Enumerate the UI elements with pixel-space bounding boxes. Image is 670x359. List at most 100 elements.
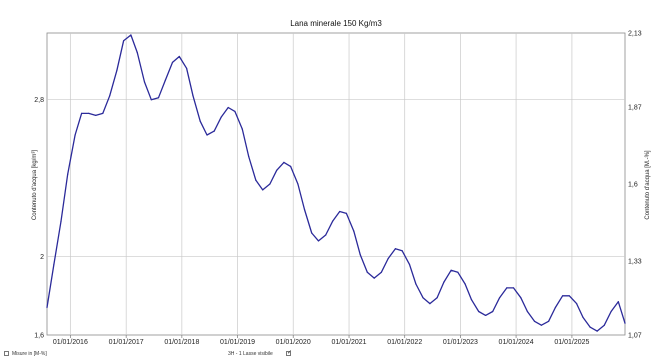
- data-point: [46, 306, 48, 309]
- data-point: [603, 324, 605, 326]
- data-point: [116, 69, 118, 71]
- data-point: [366, 271, 368, 273]
- x-tick-label: 01/01/2017: [109, 339, 144, 346]
- data-point: [53, 263, 55, 265]
- y-right-tick-label: 2,13: [628, 31, 642, 38]
- data-point: [262, 189, 264, 191]
- data-point: [589, 326, 591, 328]
- status-bar: Misure in [M-%] 3H - 1 Lasse visibile ✓: [0, 350, 670, 359]
- data-point: [394, 248, 396, 250]
- data-point: [582, 316, 584, 318]
- data-point: [276, 169, 278, 171]
- data-point: [415, 283, 417, 285]
- data-point: [576, 303, 578, 305]
- data-point: [95, 114, 97, 116]
- data-point: [506, 287, 508, 289]
- data-point: [130, 34, 132, 36]
- y-left-tick-label: 1,6: [34, 333, 44, 340]
- data-point: [345, 212, 347, 214]
- data-point: [192, 95, 194, 97]
- x-tick-label: 01/01/2020: [276, 339, 311, 346]
- data-point: [548, 320, 550, 322]
- grid-x: [69, 33, 573, 338]
- data-point: [269, 183, 271, 185]
- data-point: [540, 324, 543, 326]
- grid-y: [47, 99, 625, 257]
- data-point: [325, 234, 327, 236]
- data-point: [303, 208, 306, 211]
- data-point: [339, 210, 341, 213]
- data-point: [143, 81, 146, 83]
- data-point: [136, 52, 138, 54]
- data-point: [227, 106, 229, 109]
- data-point: [450, 269, 452, 271]
- y-right-tick-label: 1,33: [628, 258, 642, 265]
- data-point: [617, 301, 619, 303]
- layer-visibility-text: 3H - 1 Lasse visibile: [228, 351, 273, 357]
- data-point: [562, 295, 564, 297]
- data-point: [178, 55, 180, 58]
- data-point: [568, 295, 570, 297]
- layer-visibility-checkbox[interactable]: ✓: [286, 350, 293, 356]
- data-point: [554, 306, 557, 309]
- data-point: [102, 112, 104, 114]
- data-point: [359, 254, 361, 256]
- data-point: [317, 240, 320, 242]
- data-point: [401, 250, 403, 252]
- data-point: [624, 322, 626, 324]
- data-point: [457, 271, 459, 273]
- data-point: [234, 110, 236, 112]
- data-point: [499, 297, 501, 299]
- data-point: [186, 67, 188, 69]
- data-point: [353, 230, 355, 232]
- x-tick-label: 01/01/2021: [332, 339, 367, 346]
- data-point: [157, 97, 160, 99]
- y-right-axis-label: Contenuto d'acqua [M.-%]: [645, 150, 651, 220]
- data-point: [610, 310, 612, 313]
- y-right-tick-label: 1,07: [628, 333, 642, 340]
- data-point: [283, 161, 285, 163]
- x-tick-label: 01/01/2024: [499, 339, 534, 346]
- data-point: [248, 155, 250, 158]
- data-point: [67, 173, 69, 175]
- data-point: [81, 112, 83, 114]
- check-icon: ✓: [287, 350, 293, 356]
- data-point: [429, 303, 431, 305]
- data-point: [150, 99, 152, 101]
- data-point: [485, 314, 487, 316]
- units-checkbox-label: Misure in [M-%]: [12, 351, 47, 357]
- data-point: [88, 112, 90, 114]
- y-right-tick-label: 1,87: [628, 105, 642, 112]
- data-point: [526, 310, 529, 313]
- chart-canvas: 01/01/2016 01/01/2017 01/01/2018 01/01/2019…: [32, 19, 651, 346]
- x-tick-label: 01/01/2019: [220, 339, 255, 346]
- data-point: [596, 330, 598, 332]
- data-point: [297, 183, 299, 185]
- data-point: [492, 310, 494, 313]
- data-point: [290, 165, 292, 167]
- data-point: [422, 297, 424, 299]
- data-point: [311, 232, 313, 234]
- data-point: [220, 116, 222, 118]
- data-point: [464, 283, 466, 285]
- x-tick-label: 01/01/2023: [443, 339, 478, 346]
- data-point: [171, 61, 174, 64]
- data-point: [123, 40, 125, 42]
- chart-title: Lana minerale 150 Kg/m3: [290, 19, 382, 28]
- x-tick-labels: 01/01/2016 01/01/2017 01/01/2018 01/01/2019…: [53, 339, 590, 346]
- x-tick-label: 01/01/2025: [554, 339, 589, 346]
- data-point: [373, 277, 375, 279]
- data-point: [380, 271, 382, 273]
- data-point: [408, 263, 411, 265]
- y-left-tick-label: 2: [40, 254, 44, 261]
- data-point: [387, 257, 389, 260]
- series-line: [46, 34, 626, 332]
- y-left-tick-labels: 1,6 2 2,8: [34, 97, 44, 339]
- x-tick-label: 01/01/2018: [164, 339, 199, 346]
- data-point: [332, 220, 334, 222]
- units-checkbox[interactable]: [4, 351, 9, 356]
- data-point: [109, 95, 111, 97]
- data-point: [241, 128, 243, 130]
- data-point: [213, 130, 215, 132]
